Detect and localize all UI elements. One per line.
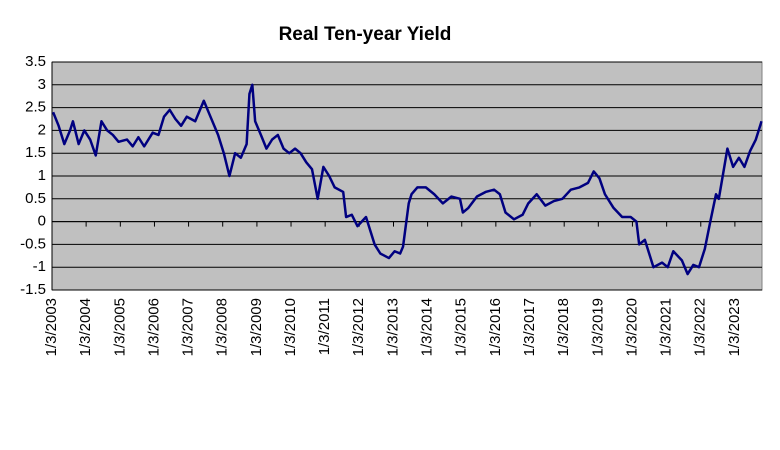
x-tick-label: 1/3/2012 xyxy=(350,298,367,356)
x-tick-label: 1/3/2016 xyxy=(487,298,504,356)
chart-title: Real Ten-year Yield xyxy=(279,24,452,45)
x-tick-label: 1/3/2013 xyxy=(384,298,401,356)
x-tick-label: 1/3/2017 xyxy=(521,298,538,356)
y-tick-label: 2.5 xyxy=(25,99,46,116)
y-tick-label: 0 xyxy=(38,213,46,230)
y-tick-label: -0.5 xyxy=(20,235,46,252)
x-tick-label: 1/3/2003 xyxy=(43,298,60,356)
y-tick-label: 0.5 xyxy=(25,190,46,207)
y-tick-label: 1 xyxy=(38,167,46,184)
x-tick-label: 1/3/2021 xyxy=(658,298,675,356)
x-tick-label: 1/3/2020 xyxy=(623,298,640,356)
y-tick-label: -1 xyxy=(33,258,46,275)
x-tick-label: 1/3/2007 xyxy=(180,298,197,356)
x-tick-label: 1/3/2014 xyxy=(419,298,436,356)
x-tick-label: 1/3/2018 xyxy=(555,298,572,356)
y-tick-label: 3 xyxy=(38,76,46,93)
y-tick-label: 2 xyxy=(38,121,46,138)
x-tick-label: 1/3/2015 xyxy=(453,298,470,356)
x-tick-label: 1/3/2008 xyxy=(214,298,231,356)
x-tick-label: 1/3/2019 xyxy=(589,298,606,356)
x-tick-label: 1/3/2009 xyxy=(248,298,265,356)
x-tick-label: 1/3/2005 xyxy=(111,298,128,356)
y-tick-label: -1.5 xyxy=(20,281,46,298)
x-tick-label: 1/3/2004 xyxy=(77,298,94,356)
y-tick-label: 1.5 xyxy=(25,144,46,161)
x-tick-label: 1/3/2006 xyxy=(145,298,162,356)
x-tick-label: 1/3/2011 xyxy=(316,298,333,355)
x-tick-label: 1/3/2010 xyxy=(282,298,299,356)
line xyxy=(51,83,763,276)
y-tick-label: 3.5 xyxy=(25,53,46,70)
x-tick-label: 1/3/2023 xyxy=(726,298,743,356)
x-tick-label: 1/3/2022 xyxy=(692,298,709,356)
